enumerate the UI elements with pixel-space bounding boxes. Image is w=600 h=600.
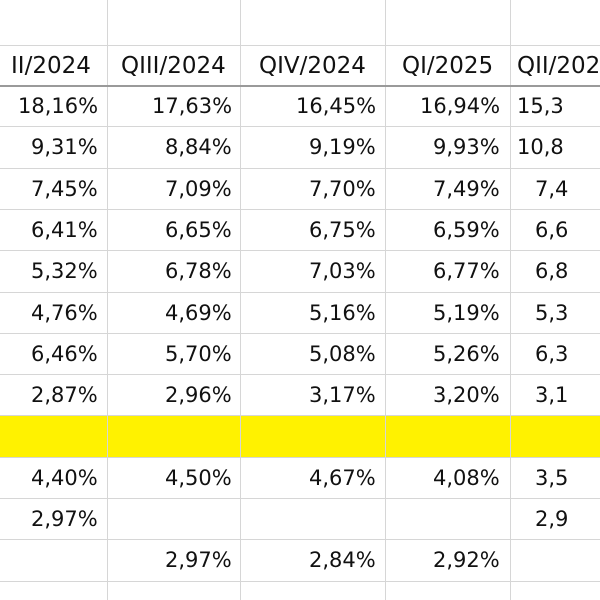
cell-value: 9,19% — [309, 135, 376, 160]
cell-value: 10,8 — [517, 135, 564, 160]
cell-value: 4,67% — [309, 465, 376, 490]
grid-line — [0, 45, 600, 46]
cell-value: 7,03% — [309, 259, 376, 284]
cell-value: 8,84% — [165, 135, 232, 160]
cell-value: 15,3 — [517, 94, 564, 118]
cell-value: 5,08% — [309, 341, 376, 366]
cell-value: 16,94% — [420, 94, 501, 118]
column-header: II/2024 — [11, 53, 91, 79]
grid-line — [107, 0, 108, 600]
cell-value: 6,6 — [535, 217, 569, 242]
cell-value: 2,97% — [31, 507, 98, 531]
cell-value: 4,08% — [433, 465, 500, 490]
grid-line — [0, 291, 600, 293]
cell-value: 6,46% — [31, 341, 98, 366]
cell-value: 4,50% — [165, 465, 232, 490]
cell-value: 2,84% — [309, 548, 376, 573]
cell-value: 6,8 — [535, 259, 569, 284]
grid-line — [0, 498, 600, 499]
cell-value: 7,45% — [31, 176, 98, 201]
grid-line — [0, 126, 600, 128]
cell-value: 2,87% — [31, 383, 98, 408]
cell-value: 3,20% — [433, 383, 500, 408]
cell-value: 3,1 — [535, 383, 569, 408]
cell-value: 6,59% — [433, 217, 500, 242]
cell-value: 7,49% — [433, 176, 500, 201]
column-header: QI/2025 — [402, 53, 494, 79]
grid-line — [0, 208, 600, 210]
cell-value: 3,17% — [309, 383, 376, 408]
cell-value: 7,09% — [165, 176, 232, 201]
grid-line — [510, 0, 511, 600]
cell-value: 5,3 — [535, 300, 569, 325]
grid-line — [0, 250, 600, 252]
column-header: QIV/2024 — [259, 53, 366, 79]
grid-line — [0, 539, 600, 541]
column-header: QII/202 — [517, 53, 600, 79]
cell-value: 6,77% — [433, 259, 500, 284]
cell-value: 18,16% — [18, 94, 99, 118]
grid-line — [240, 0, 241, 600]
cell-value: 2,97% — [165, 548, 232, 573]
column-header: QIII/2024 — [121, 53, 226, 79]
grid-line — [0, 85, 600, 87]
grid-line — [0, 580, 600, 582]
cell-value: 7,70% — [309, 176, 376, 201]
cell-value: 17,63% — [152, 94, 233, 118]
cell-value: 5,70% — [165, 341, 232, 366]
cell-value: 9,93% — [433, 135, 500, 160]
cell-value: 6,65% — [165, 217, 232, 242]
grid-line — [0, 374, 600, 376]
cell-value: 6,78% — [165, 259, 232, 284]
grid-line — [0, 167, 600, 169]
highlight-row — [0, 415, 600, 457]
cell-value: 5,26% — [433, 341, 500, 366]
grid-line — [385, 0, 386, 600]
cell-value: 9,31% — [31, 135, 98, 160]
cell-value: 4,40% — [31, 465, 98, 490]
cell-value: 2,92% — [433, 548, 500, 573]
cell-value: 2,9 — [535, 507, 569, 531]
cell-value: 16,45% — [296, 94, 377, 118]
grid-line — [0, 456, 600, 458]
cell-value: 6,41% — [31, 217, 98, 242]
cell-value: 6,75% — [309, 217, 376, 242]
cell-value: 2,96% — [165, 383, 232, 408]
grid-line — [0, 415, 600, 417]
cell-value: 4,69% — [165, 300, 232, 325]
cell-value: 4,76% — [31, 300, 98, 325]
cell-value: 5,19% — [433, 300, 500, 325]
cell-value: 5,16% — [309, 300, 376, 325]
cell-value: 3,5 — [535, 465, 569, 490]
grid-line — [0, 332, 600, 334]
cell-value: 6,3 — [535, 341, 569, 366]
cell-value: 5,32% — [31, 259, 98, 284]
cell-value: 7,4 — [535, 176, 569, 201]
